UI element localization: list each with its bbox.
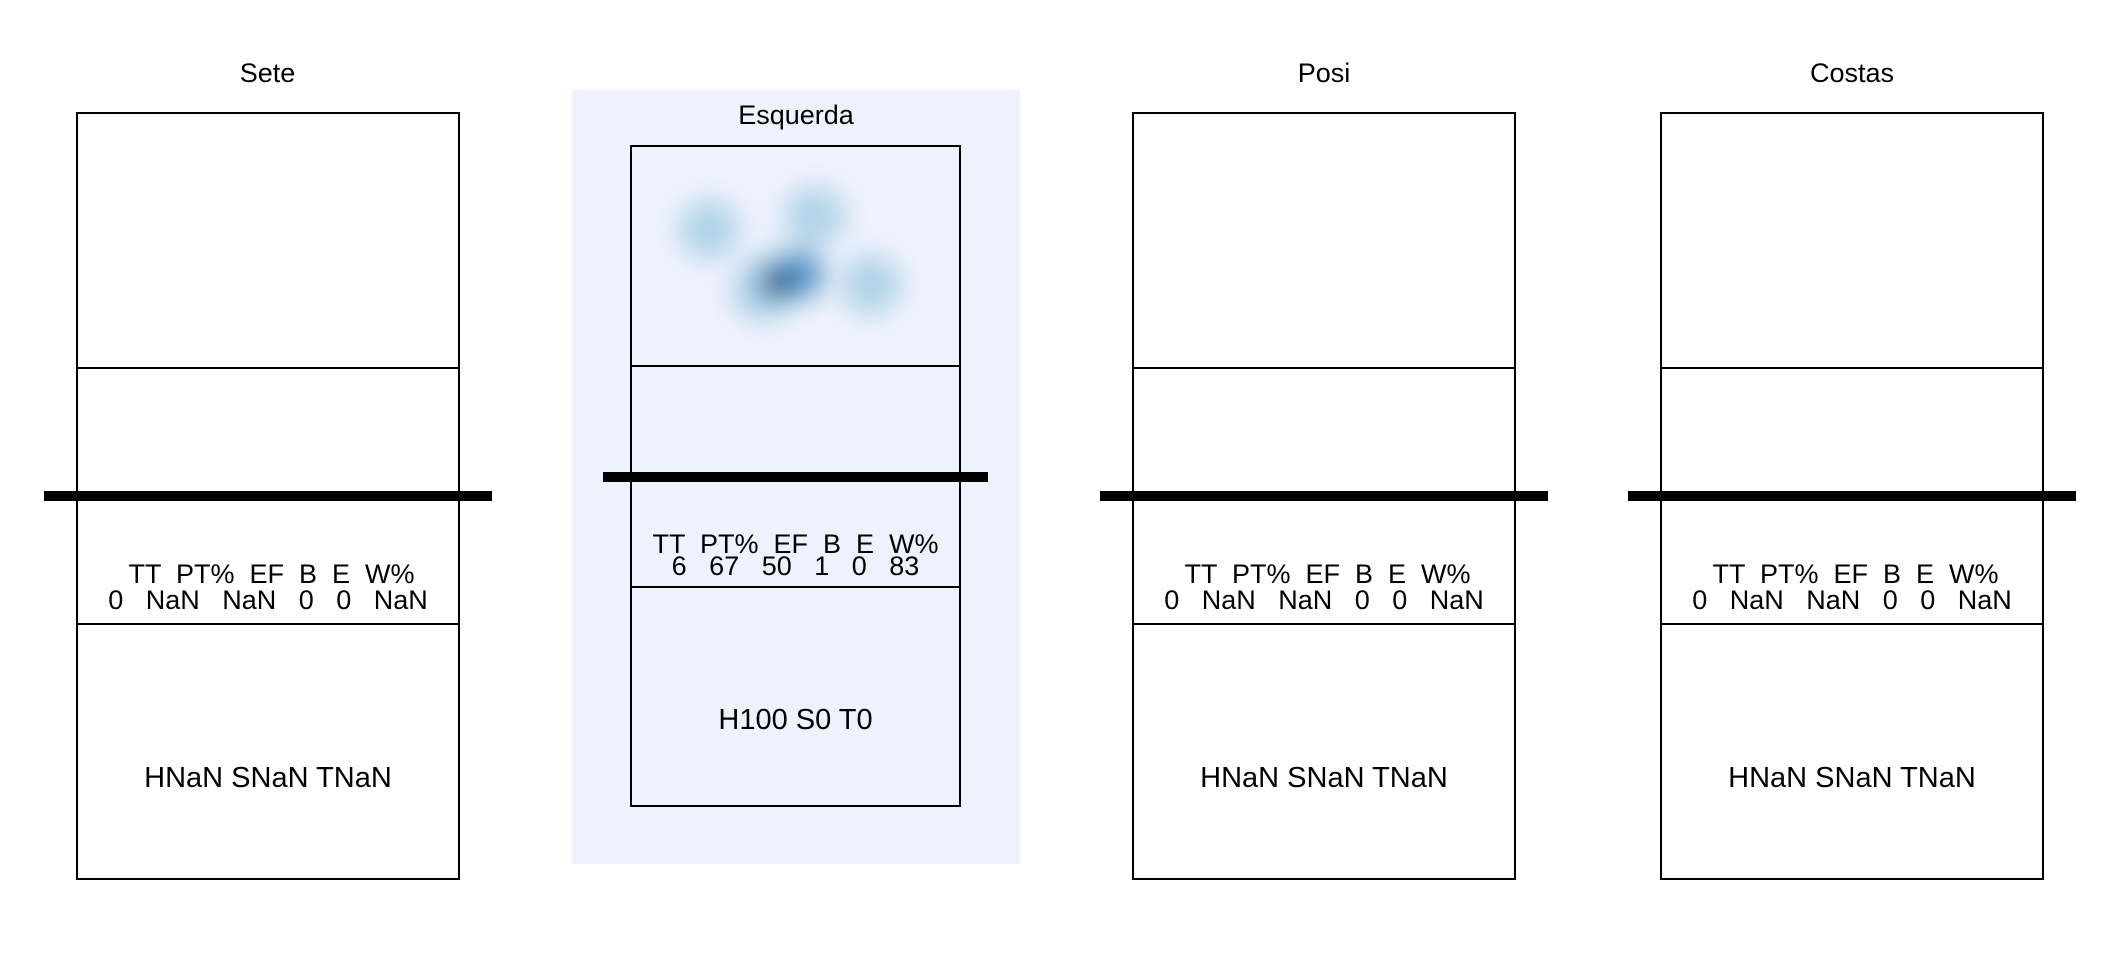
attack-line-bottom xyxy=(1660,623,2044,625)
net xyxy=(1100,491,1548,501)
summary-label: HNaN SNaN TNaN xyxy=(1200,762,1448,794)
summary-label: HNaN SNaN TNaN xyxy=(144,762,392,794)
panel-title: Posi xyxy=(1297,58,1351,88)
panel-title: Sete xyxy=(239,58,296,88)
attack-line-bottom xyxy=(630,586,961,588)
panel-title: Esquerda xyxy=(738,100,854,130)
stats-values: 0 NaN NaN 0 0 NaN xyxy=(108,585,428,615)
heat-core xyxy=(779,251,824,296)
net xyxy=(603,472,988,482)
heat-point xyxy=(840,254,901,315)
stats-header: TT PT% EF B E W% xyxy=(1177,559,1471,589)
attack-line-top xyxy=(1132,367,1516,369)
panel-title: Costas xyxy=(1809,58,1895,88)
net xyxy=(44,491,492,501)
stats-values: 0 NaN NaN 0 0 NaN xyxy=(1692,585,2012,615)
summary-label: H100 S0 T0 xyxy=(718,704,873,736)
stats-values: 0 NaN NaN 0 0 NaN xyxy=(1164,585,1484,615)
attack-line-top xyxy=(76,367,460,369)
stats-header: TT PT% EF B E W% xyxy=(121,559,415,589)
heat-point xyxy=(679,199,740,260)
attack-line-bottom xyxy=(76,623,460,625)
stats-header: TT PT% EF B E W% xyxy=(1705,559,1999,589)
heat-point xyxy=(784,186,845,247)
heatmap xyxy=(679,186,901,322)
stats-header: TT PT% EF B E W% xyxy=(652,529,939,559)
attack-line-top xyxy=(1660,367,2044,369)
attack-line-top xyxy=(630,365,961,367)
net xyxy=(1628,491,2076,501)
summary-label: HNaN SNaN TNaN xyxy=(1728,762,1976,794)
attack-line-bottom xyxy=(1132,623,1516,625)
stats-values: 6 67 50 1 0 83 xyxy=(671,551,920,581)
